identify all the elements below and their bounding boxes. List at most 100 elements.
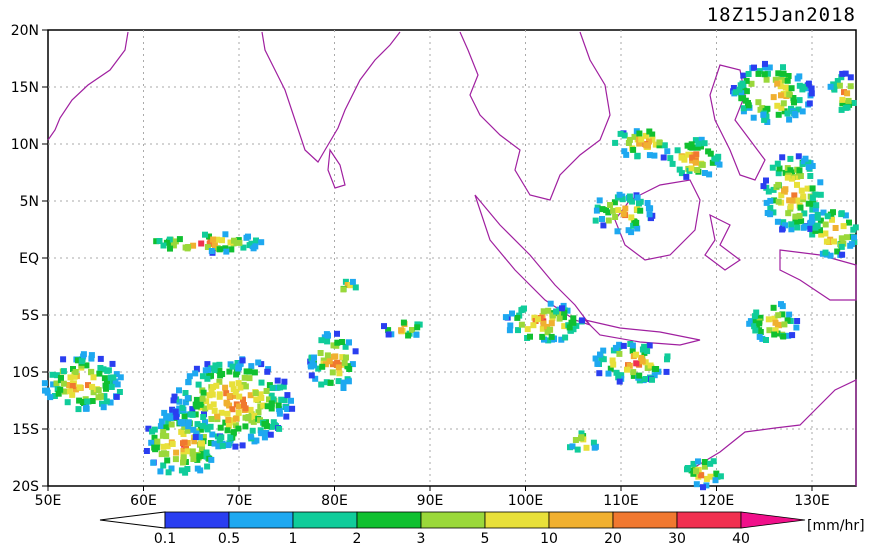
precip-cell — [165, 469, 172, 476]
precip-cell — [676, 166, 683, 173]
precip-cell — [103, 398, 110, 405]
precip-cell — [570, 319, 577, 326]
precip-cell — [226, 393, 233, 400]
precip-cell — [626, 136, 633, 143]
precip-cell — [172, 408, 179, 415]
precip-cell — [842, 212, 849, 219]
precip-cell — [774, 80, 781, 87]
precip-cell — [267, 431, 274, 438]
precip-cell — [159, 432, 166, 439]
precip-cell — [527, 333, 533, 340]
precip-cell — [69, 391, 76, 398]
precip-cell — [210, 401, 217, 408]
precip-cell — [674, 147, 681, 154]
precip-cell — [664, 148, 671, 155]
precip-cell — [836, 82, 843, 89]
precip-cell — [182, 390, 189, 396]
precip-cell — [76, 384, 83, 391]
precip-cell — [164, 443, 171, 450]
precip-cell — [229, 406, 236, 413]
precip-cell — [72, 369, 79, 375]
colorbar-label: 30 — [668, 531, 686, 544]
precip-cell — [827, 211, 834, 218]
precip-cell — [192, 401, 199, 408]
precip-cell — [113, 393, 120, 400]
precip-cell — [636, 140, 643, 147]
precip-cell — [625, 140, 632, 146]
precip-cell — [572, 437, 579, 443]
colorbar-segment — [676, 511, 742, 529]
precip-cell — [71, 373, 78, 380]
precip-cell — [268, 400, 275, 407]
precip-cell — [217, 424, 224, 431]
precip-cell — [762, 60, 768, 67]
precip-cell — [170, 397, 177, 404]
precip-cell — [158, 418, 165, 425]
precip-cell — [646, 152, 653, 159]
precip-cell — [163, 414, 170, 421]
precip-cell — [764, 105, 771, 112]
precip-cell — [230, 392, 237, 399]
precip-cell — [236, 393, 243, 400]
precip-cell — [231, 237, 237, 244]
precip-cell — [778, 301, 784, 308]
precip-cell — [101, 393, 108, 400]
precip-cell — [211, 407, 218, 414]
precip-cell — [235, 380, 242, 387]
precip-cell — [330, 342, 337, 349]
precip-cell — [156, 238, 163, 244]
precip-cell — [180, 431, 187, 437]
precip-cell — [667, 155, 674, 162]
colorbar-label: 20 — [604, 531, 622, 544]
precip-cell — [616, 378, 623, 385]
precip-cell — [775, 312, 782, 319]
precip-cell — [327, 379, 334, 386]
precip-cell — [644, 200, 651, 206]
precip-cell — [239, 442, 246, 449]
precip-cell — [330, 353, 337, 360]
precip-cell — [151, 434, 158, 441]
precip-cell — [817, 191, 824, 198]
precip-cell — [751, 323, 758, 330]
precip-cell — [787, 155, 794, 162]
lon-label: 60E — [130, 493, 157, 509]
precip-cell — [242, 414, 249, 421]
precip-cell — [710, 458, 717, 465]
precip-cell — [190, 456, 197, 462]
precip-cell — [60, 356, 67, 363]
precip-cell — [546, 326, 553, 333]
precip-cell — [772, 327, 779, 334]
precip-cell — [806, 100, 813, 107]
precip-cell — [222, 384, 229, 391]
precip-cell — [75, 357, 81, 364]
precip-cell — [764, 210, 771, 216]
precip-cell — [687, 144, 694, 151]
precip-cell — [738, 90, 745, 97]
precip-cell — [165, 419, 172, 426]
precip-cell — [168, 421, 175, 428]
precip-cell — [809, 219, 816, 226]
precip-cell — [248, 417, 255, 424]
precip-cell — [276, 408, 283, 415]
precip-cell — [566, 324, 573, 331]
precip-cell — [385, 331, 392, 338]
precip-cell — [652, 141, 659, 148]
precip-cell — [60, 380, 67, 387]
precip-cell — [217, 372, 224, 379]
precip-cell — [44, 389, 51, 396]
precip-cell — [263, 430, 270, 436]
precip-cell — [805, 80, 812, 87]
lat-label: 20S — [12, 479, 39, 495]
precip-cell — [180, 459, 186, 466]
precip-cell — [323, 379, 330, 386]
precip-cell — [678, 154, 685, 161]
precip-cell — [786, 116, 793, 123]
precip-cell — [764, 70, 771, 77]
colorbar-label: 2 — [353, 531, 362, 544]
precip-cell — [561, 323, 568, 330]
precip-cell — [763, 76, 770, 83]
precip-cell — [75, 406, 82, 413]
precip-cell — [714, 159, 721, 165]
precip-cell — [160, 443, 167, 450]
precip-cell — [761, 71, 768, 78]
